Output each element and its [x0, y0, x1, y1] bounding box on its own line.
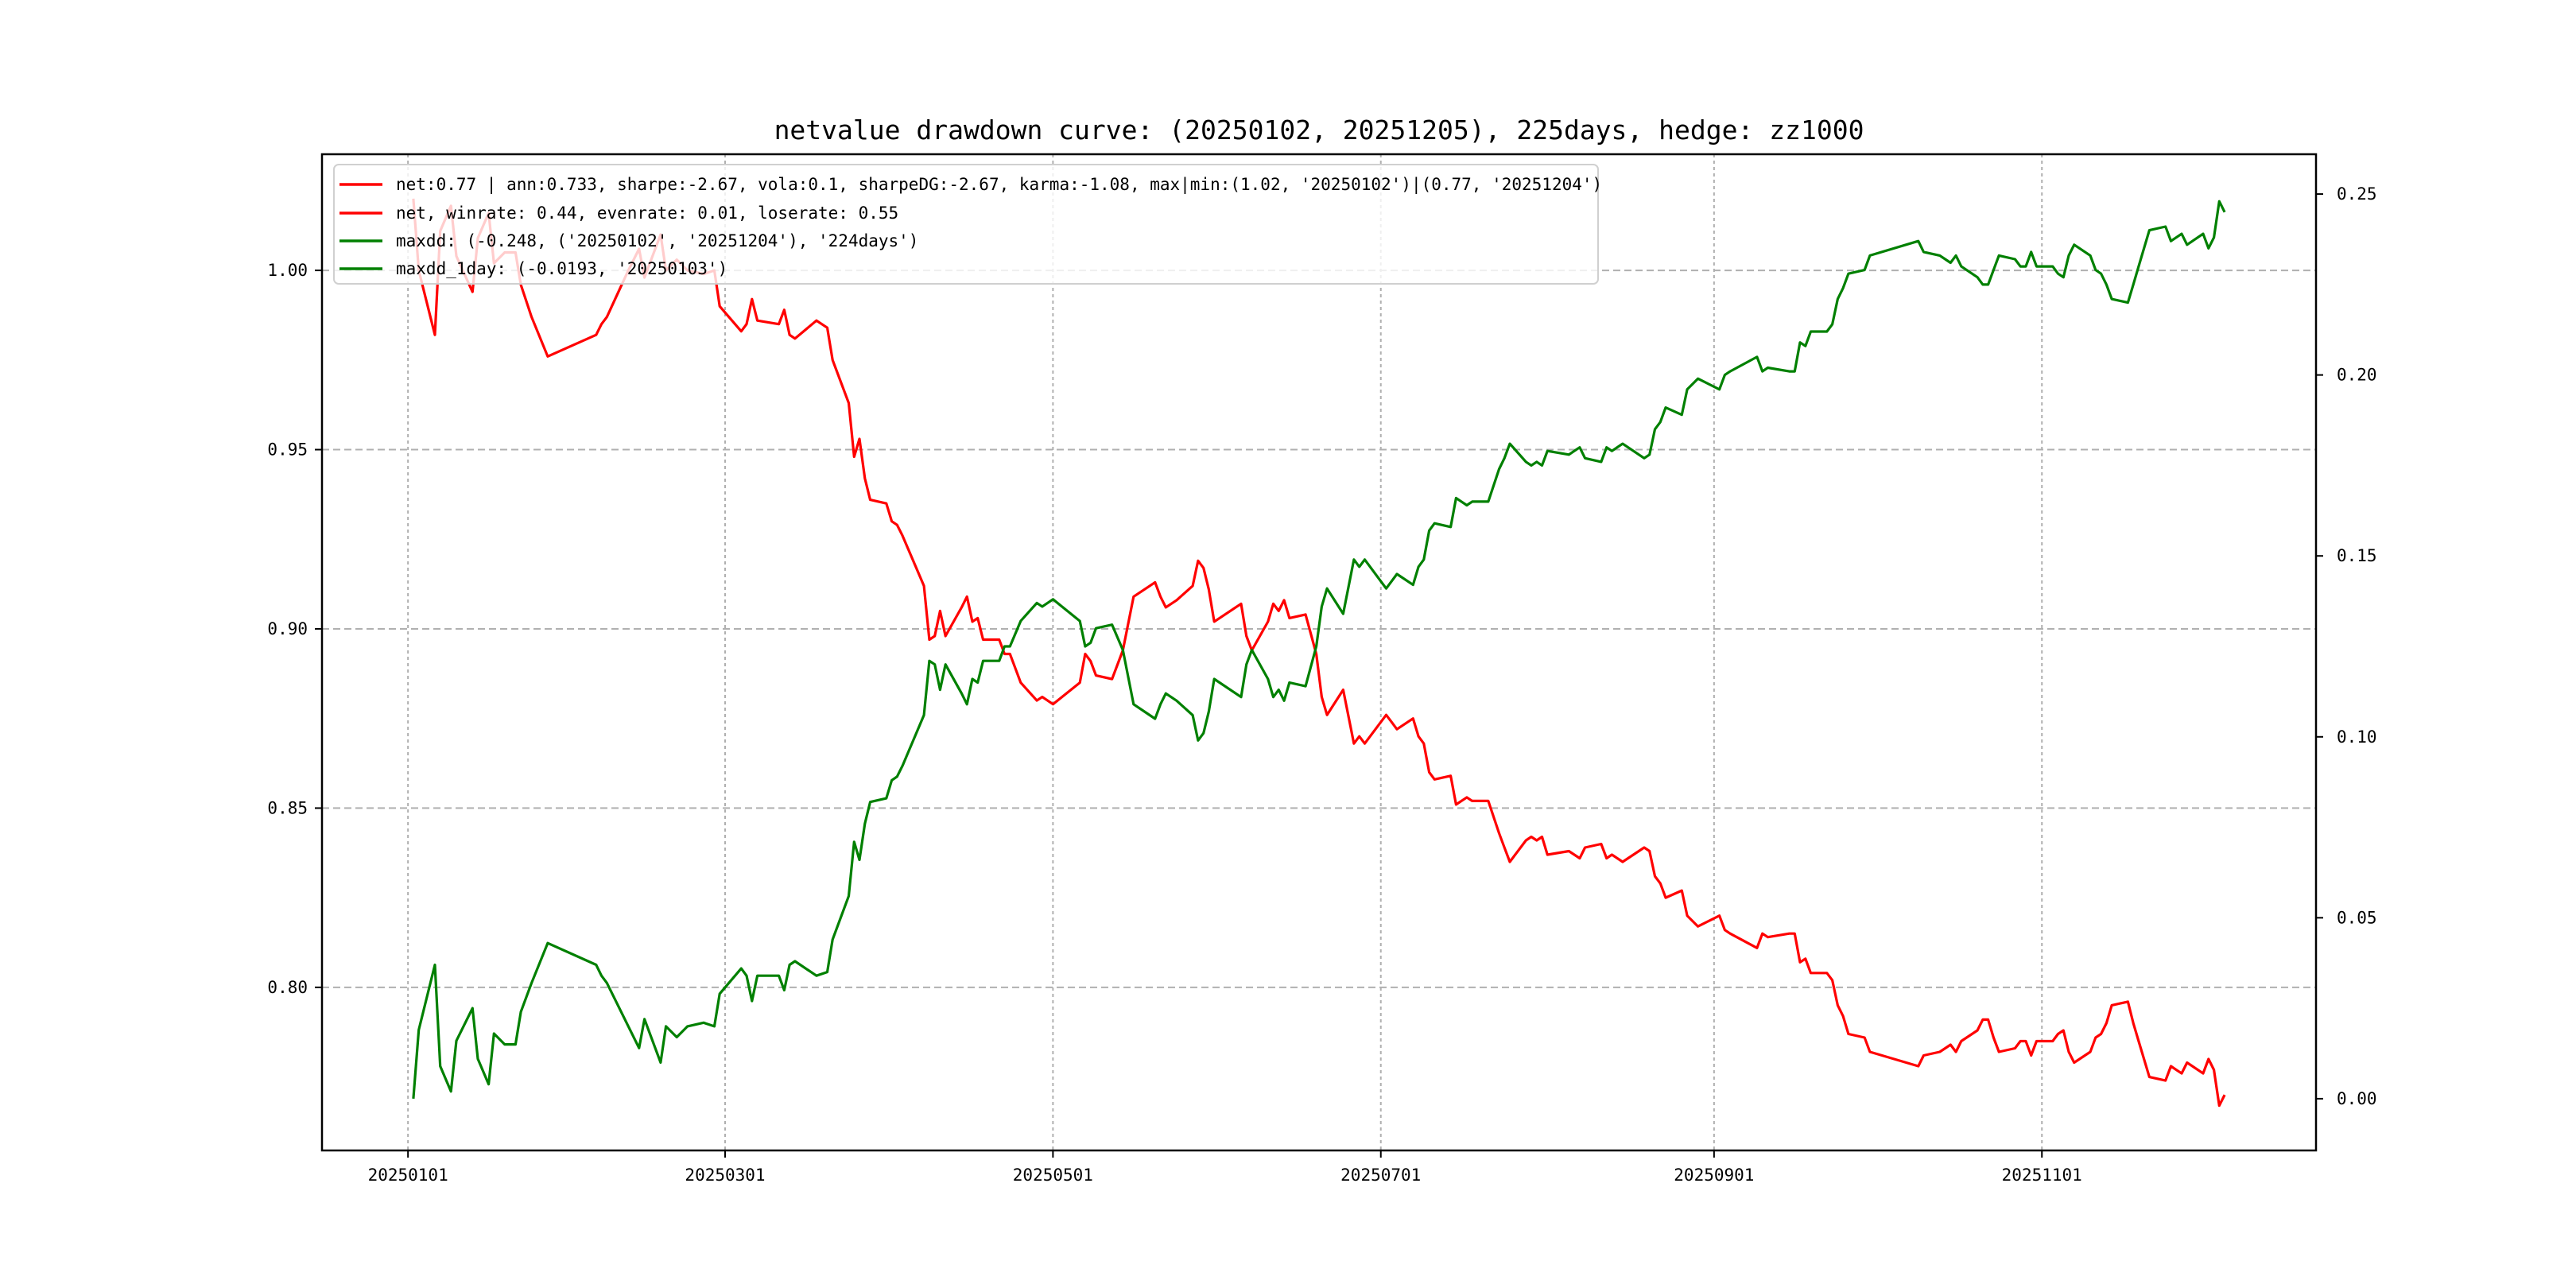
y-tick-label-left: 0.90 [267, 619, 308, 638]
y-axis-right: 0.00 0.05 0.10 0.15 0.20 0.25 [2316, 184, 2377, 1108]
x-tick-label: 20250101 [368, 1166, 448, 1185]
y-tick-label-right: 0.15 [2337, 546, 2377, 565]
chart-title: netvalue drawdown curve: (20250102, 2025… [774, 114, 1864, 145]
y-tick-label-left: 0.80 [267, 978, 308, 997]
net-line [412, 198, 2226, 1108]
y-tick-label-right: 0.20 [2337, 366, 2377, 385]
legend-label: maxdd_1day: (-0.0193, '20250103') [396, 259, 727, 278]
y-tick-label-right: 0.05 [2337, 908, 2377, 927]
y-tick-label-left: 0.95 [267, 440, 308, 460]
series-lines [412, 198, 2226, 1108]
legend-label: net:0.77 | ann:0.733, sharpe:-2.67, vola… [396, 175, 1602, 195]
y-tick-label-right: 0.25 [2337, 184, 2377, 204]
legend-label: net, winrate: 0.44, evenrate: 0.01, lose… [396, 204, 898, 223]
x-tick-label: 20250901 [1674, 1166, 1754, 1185]
x-tick-label: 20250301 [685, 1166, 765, 1185]
y-tick-label-left: 1.00 [267, 261, 308, 280]
y-tick-label-right: 0.10 [2337, 727, 2377, 747]
x-tick-label: 20251101 [2002, 1166, 2082, 1185]
legend-box [333, 164, 1599, 285]
y-tick-label-left: 0.85 [267, 798, 308, 817]
maxdd-line [412, 200, 2226, 1100]
legend-label: maxdd: (-0.248, ('20250102', '20251204')… [396, 231, 918, 250]
x-tick-label: 20250701 [1340, 1166, 1421, 1185]
x-tick-label: 20250501 [1013, 1166, 1093, 1185]
y-axis-left: 0.80 0.85 0.90 0.95 1.00 [267, 261, 322, 997]
plot-frame [320, 153, 2318, 1152]
legend: net:0.77 | ann:0.733, sharpe:-2.67, vola… [333, 164, 1602, 285]
y-tick-label-right: 0.00 [2337, 1089, 2377, 1108]
x-axis: 20250101 20250301 20250501 20250701 20250901… [368, 1150, 2082, 1185]
